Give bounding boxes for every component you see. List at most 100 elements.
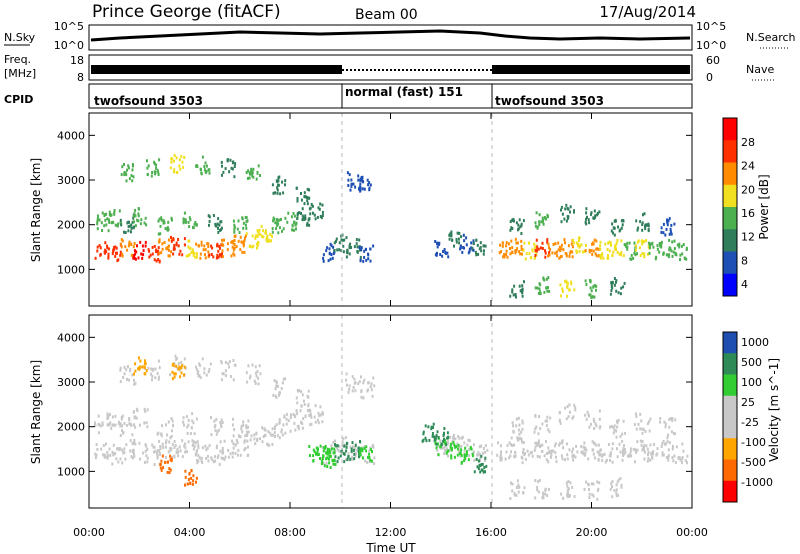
ground-scatter-cell [468, 454, 471, 458]
power-cell [210, 244, 213, 248]
power-cell [521, 294, 524, 298]
ground-scatter-cell [196, 449, 198, 453]
ground-scatter-cell [126, 377, 128, 381]
power-cell [622, 254, 625, 258]
power-cell [107, 218, 110, 222]
power-cell [357, 178, 360, 182]
power-colorbar-label: Power [dB] [757, 174, 771, 239]
power-cell [212, 214, 215, 217]
power-cell [658, 250, 661, 254]
ground-scatter-cell [193, 445, 196, 449]
ground-scatter-cell [310, 422, 313, 426]
power-cell [670, 223, 673, 227]
ground-scatter-cell [254, 365, 257, 369]
power-cell [540, 220, 543, 224]
ground-scatter-cell [160, 434, 163, 438]
ground-scatter-cell [572, 453, 574, 457]
power-cell [237, 239, 240, 243]
ground-scatter-cell [203, 371, 206, 375]
velocity-cell [482, 470, 485, 474]
ground-scatter-cell [447, 441, 450, 445]
ground-scatter-cell [221, 372, 224, 376]
power-cell [322, 259, 325, 263]
power-cell [558, 256, 561, 260]
power-cell [282, 191, 285, 195]
ground-scatter-cell [257, 376, 260, 380]
power-cell [561, 212, 564, 216]
ground-scatter-cell [236, 453, 239, 457]
power-cell [556, 254, 558, 258]
velocity-cell [319, 444, 322, 448]
power-cell [232, 252, 235, 256]
ground-scatter-cell [644, 430, 647, 433]
ground-scatter-cell [143, 460, 146, 464]
ground-scatter-cell [518, 437, 521, 440]
x-tick-label: 08:00 [274, 526, 306, 539]
power-cell [505, 253, 508, 257]
power-cell [367, 253, 370, 257]
power-cell [620, 250, 623, 254]
velocity-cell [454, 445, 456, 449]
power-cell [559, 283, 562, 287]
ground-scatter-cell [119, 380, 122, 384]
ground-scatter-cell [373, 384, 376, 388]
power-cell [177, 238, 180, 241]
power-cell [671, 240, 674, 244]
power-cell [157, 246, 160, 250]
ground-scatter-cell [347, 452, 350, 456]
ground-scatter-cell [672, 432, 675, 435]
ground-scatter-cell [620, 485, 623, 489]
power-cell [460, 235, 463, 239]
ground-scatter-cell [289, 413, 292, 417]
power-cell [126, 168, 128, 172]
ground-scatter-cell [354, 452, 357, 455]
velocity-cell [422, 430, 425, 434]
velocity-cell [427, 425, 430, 429]
velocity-cell [187, 478, 190, 481]
power-cell [472, 239, 475, 243]
ground-scatter-cell [197, 374, 200, 378]
power-cell [578, 239, 580, 243]
ground-scatter-cell [342, 437, 345, 441]
cpid-label: CPID [4, 93, 33, 106]
power-cell [217, 230, 220, 234]
ground-scatter-cell [662, 453, 665, 457]
ground-scatter-cell [354, 389, 357, 393]
power-cell [575, 241, 578, 245]
ground-scatter-cell [245, 371, 248, 375]
velocity-cell [184, 469, 187, 473]
velocity-cell [434, 440, 437, 444]
velocity-cell [177, 367, 180, 371]
power-cell [360, 248, 363, 252]
power-cell [171, 218, 173, 222]
power-cell [614, 218, 617, 222]
power-cell [157, 170, 160, 174]
ground-scatter-cell [511, 444, 514, 447]
velocity-cell [336, 444, 339, 448]
power-cell [116, 224, 119, 228]
velocity-cell [191, 482, 194, 486]
ground-scatter-cell [210, 416, 212, 419]
power-cell [133, 249, 136, 253]
ground-scatter-cell [216, 456, 219, 460]
ground-scatter-cell [282, 377, 285, 381]
power-cell [501, 241, 504, 245]
power-cell [284, 179, 287, 183]
power-cell [106, 246, 109, 250]
power-cell [666, 219, 668, 223]
power-cell [270, 239, 272, 243]
velocity-cell [449, 445, 452, 449]
power-cell [130, 230, 132, 234]
ground-scatter-cell [275, 384, 278, 388]
ground-scatter-cell [224, 369, 227, 373]
power-cell [242, 244, 245, 248]
ground-scatter-cell [513, 443, 515, 447]
power-cell [575, 251, 578, 254]
velocity-cell [180, 371, 183, 375]
ground-scatter-cell [628, 454, 631, 458]
power-cell [178, 252, 181, 256]
ground-scatter-cell [611, 460, 614, 464]
ground-scatter-cell [175, 357, 178, 360]
ground-scatter-cell [190, 426, 193, 430]
power-cell [188, 253, 191, 257]
